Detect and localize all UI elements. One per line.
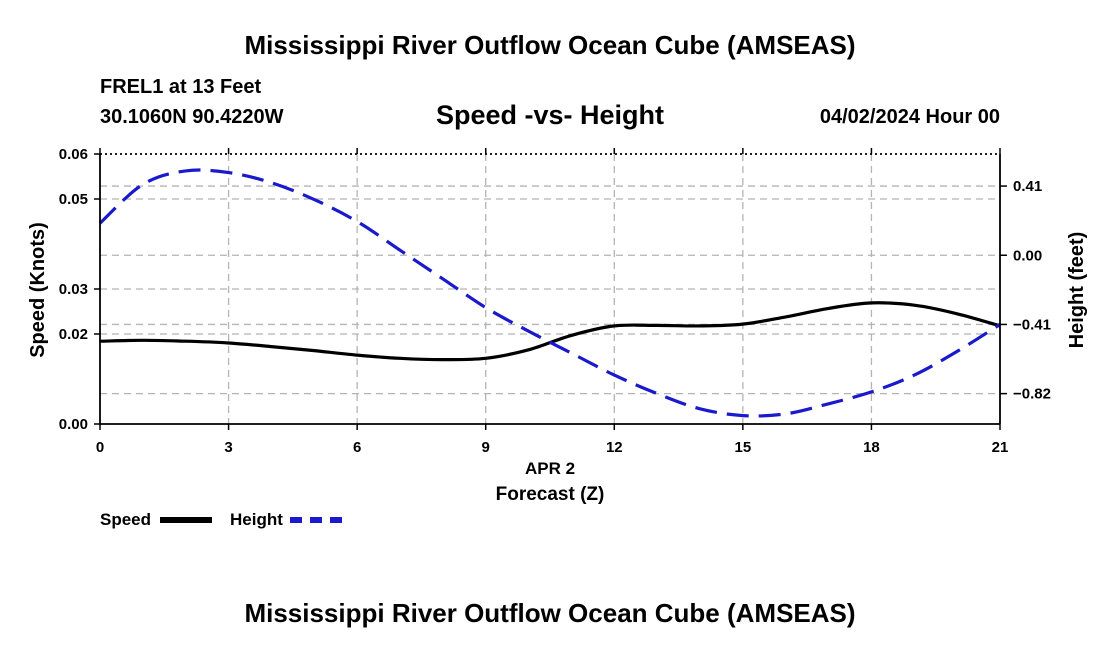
speed-series-line: [100, 303, 1000, 360]
x-tick-label: 3: [224, 439, 232, 456]
y-right-tick-label: −0.41: [1013, 316, 1051, 333]
legend-height-label: Height: [230, 510, 283, 530]
x-tick-label: 15: [735, 439, 752, 456]
x-axis-title: Forecast (Z): [496, 484, 605, 505]
y-right-tick-label: −0.82: [1013, 386, 1051, 403]
y-tick-label: 0.06: [59, 146, 88, 163]
x-tick-label: 18: [863, 439, 880, 456]
legend-height-swatch: [290, 517, 342, 523]
footer-title: Mississippi River Outflow Ocean Cube (AM…: [0, 598, 1100, 629]
x-tick-label: 0: [96, 439, 104, 456]
speed-height-chart: 0 3 6 9 12 15 18 21 0.00 0.02 0.03 0.05 0.06 0.41 0.00…: [0, 0, 1100, 650]
y-axis-title: Speed (Knots): [27, 222, 49, 358]
y-right-tick-label: 0.41: [1013, 178, 1042, 195]
labels-layer: 0 3 6 9 12 15 18 21 0.00 0.02 0.03 0.05 0.06 0.41 0.00…: [27, 146, 1088, 505]
height-series-line: [100, 170, 1000, 416]
legend-speed-swatch: [160, 517, 212, 523]
y-right-tick-label: 0.00: [1013, 247, 1042, 264]
y-tick-label: 0.00: [59, 416, 88, 433]
y-tick-label: 0.05: [59, 191, 88, 208]
x-tick-label: 12: [606, 439, 623, 456]
x-tick-label: 6: [353, 439, 361, 456]
x-tick-label: 21: [992, 439, 1009, 456]
grid-layer: [100, 154, 1000, 424]
y-tick-label: 0.03: [59, 281, 88, 298]
series-layer: [100, 170, 1000, 416]
x-date-label: APR 2: [525, 459, 575, 478]
x-tick-label: 9: [482, 439, 490, 456]
y-right-axis-title: Height (feet): [1066, 232, 1088, 349]
y-tick-label: 0.02: [59, 326, 88, 343]
legend-speed-label: Speed: [100, 510, 151, 530]
